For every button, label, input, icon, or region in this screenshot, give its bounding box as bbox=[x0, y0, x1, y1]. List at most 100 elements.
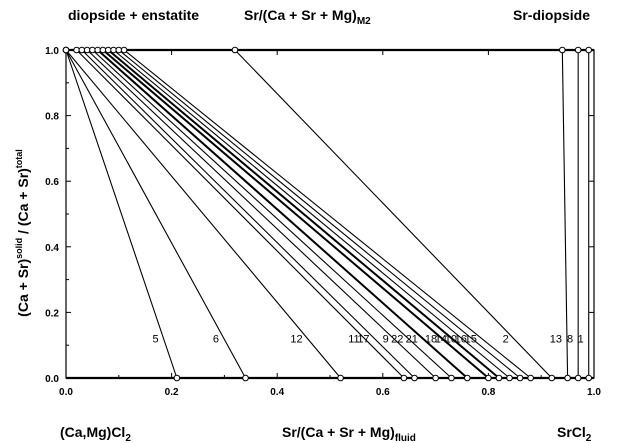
tie-line-18 bbox=[102, 49, 490, 379]
x-tick-label: 0.0 bbox=[59, 387, 73, 398]
fluid-point-5 bbox=[173, 374, 181, 382]
tie-line-11 bbox=[76, 49, 405, 379]
fluid-point-8 bbox=[574, 374, 582, 382]
solid-point-9 bbox=[83, 46, 91, 54]
footer-right-label: SrCl2 bbox=[557, 424, 592, 443]
y-tick-label: 0.2 bbox=[45, 308, 59, 319]
footer-center-text: Sr/(Ca + Sr + Mg) bbox=[282, 424, 395, 440]
axes-group: 0.0 0.2 0.4 0.6 0.8 1.0 0.0 0.2 0.4 0.6 0.8 1.0 bbox=[45, 46, 601, 398]
tie-lines-group bbox=[65, 49, 590, 379]
fluid-point-2 bbox=[548, 374, 556, 382]
tie-line-label-1: 1 bbox=[578, 334, 584, 346]
solid-point-2 bbox=[231, 46, 239, 54]
tie-line-label-10: 10 bbox=[445, 334, 457, 346]
fluid-point-1 bbox=[585, 374, 593, 382]
fluid-point-6 bbox=[242, 374, 249, 382]
y-axis-title-part1: (Ca + Sr) bbox=[15, 259, 31, 317]
footer-right-text: SrCl bbox=[557, 424, 586, 440]
tie-line-22 bbox=[92, 49, 452, 379]
y-tick-label: 0.6 bbox=[45, 177, 59, 188]
points-group bbox=[62, 46, 593, 382]
header-center-text: Sr/(Ca + Sr + Mg) bbox=[244, 7, 357, 23]
y-axis-title-sup1: solid bbox=[14, 238, 24, 259]
fluid-point-21 bbox=[463, 374, 471, 382]
tie-line-label-16: 16 bbox=[455, 334, 467, 346]
fluid-point-17 bbox=[411, 374, 418, 382]
header-center-label: Sr/(Ca + Sr + Mg)M2 bbox=[244, 7, 371, 27]
solid-point-10 bbox=[110, 46, 117, 54]
tie-line-label-2: 2 bbox=[503, 334, 509, 346]
solid-point-18 bbox=[99, 46, 107, 54]
tie-line-5 bbox=[65, 49, 178, 379]
tie-line-13 bbox=[561, 49, 569, 379]
fluid-point-15 bbox=[527, 374, 534, 382]
fluid-point-18 bbox=[485, 374, 492, 382]
tie-line-label-15: 15 bbox=[465, 334, 477, 346]
tie-line-label-9: 9 bbox=[383, 334, 389, 346]
footer-left-label: (Ca,Mg)Cl2 bbox=[60, 424, 131, 443]
x-tick-label: 1.0 bbox=[587, 387, 601, 398]
solid-point-1 bbox=[585, 46, 593, 54]
fluid-point-10 bbox=[506, 374, 513, 382]
fluid-point-13 bbox=[564, 374, 571, 382]
footer-center-subscript: fluid bbox=[395, 433, 416, 443]
x-tick-label: 0.8 bbox=[481, 387, 495, 398]
solid-point-15 bbox=[120, 46, 128, 54]
tie-line-21 bbox=[97, 49, 468, 379]
y-axis-title-part2: / (Ca + Sr) bbox=[15, 168, 31, 238]
solid-point-8 bbox=[574, 46, 582, 54]
solid-point-14 bbox=[104, 46, 112, 54]
footer-left-text: (Ca,Mg)Cl bbox=[60, 424, 125, 440]
tie-line-12 bbox=[65, 49, 341, 379]
fluid-point-12 bbox=[337, 374, 344, 382]
x-tick-label: 0.2 bbox=[165, 387, 179, 398]
tie-line-6 bbox=[65, 49, 247, 379]
y-tick-label: 1.0 bbox=[45, 46, 59, 57]
tie-line-label-21: 21 bbox=[406, 334, 418, 346]
y-tick-label: 0.4 bbox=[45, 243, 59, 254]
y-axis-title: (Ca + Sr)solid / (Ca + Sr)total bbox=[14, 149, 31, 317]
header-center-subscript: M2 bbox=[357, 16, 371, 27]
tie-line-17 bbox=[81, 49, 415, 379]
tie-line-16 bbox=[118, 49, 521, 379]
tie-line-15 bbox=[123, 49, 531, 379]
plot-frame bbox=[65, 49, 595, 379]
fluid-point-22 bbox=[448, 374, 455, 382]
tie-line-label-6: 6 bbox=[213, 334, 219, 346]
tie-line-label-8: 8 bbox=[567, 334, 573, 346]
footer-center-label: Sr/(Ca + Sr + Mg)fluid bbox=[282, 424, 416, 443]
tie-line-label-18: 18 bbox=[425, 334, 437, 346]
fluid-point-16 bbox=[516, 374, 524, 382]
tie-line-label-14: 14 bbox=[435, 334, 447, 346]
y-axis-title-sup2: total bbox=[14, 149, 24, 168]
footer-left-subscript: 2 bbox=[125, 433, 131, 443]
solid-point-16 bbox=[115, 46, 123, 54]
x-tick-label: 0.6 bbox=[376, 387, 390, 398]
solid-point-13 bbox=[559, 46, 566, 54]
fluid-point-11 bbox=[400, 374, 408, 382]
solid-point-17 bbox=[78, 46, 86, 54]
x-tick-label: 0.4 bbox=[270, 387, 284, 398]
tie-line-label-11: 11 bbox=[348, 334, 359, 346]
tie-line-label-22: 22 bbox=[391, 334, 403, 346]
tie-line-label-5: 5 bbox=[152, 334, 158, 346]
tie-line-label-13: 13 bbox=[550, 334, 562, 346]
tie-line-2 bbox=[234, 49, 553, 379]
tie-line-label-12: 12 bbox=[290, 334, 302, 346]
fluid-point-9 bbox=[432, 374, 439, 382]
tie-line-14 bbox=[107, 49, 500, 379]
y-tick-label: 0.0 bbox=[45, 374, 59, 385]
header-right-label: Sr-diopside bbox=[513, 7, 590, 23]
tie-line-10 bbox=[113, 49, 510, 379]
solid-point-11 bbox=[73, 46, 80, 54]
header-left-label: diopside + enstatite bbox=[68, 7, 199, 23]
solid-point-21 bbox=[94, 46, 101, 54]
y-tick-label: 0.8 bbox=[45, 112, 59, 123]
solid-point-22 bbox=[89, 46, 96, 54]
solid-point-12 bbox=[62, 46, 70, 54]
tie-line-label-17: 17 bbox=[357, 334, 369, 346]
fluid-point-14 bbox=[495, 374, 503, 382]
tie-line-9 bbox=[86, 49, 436, 379]
